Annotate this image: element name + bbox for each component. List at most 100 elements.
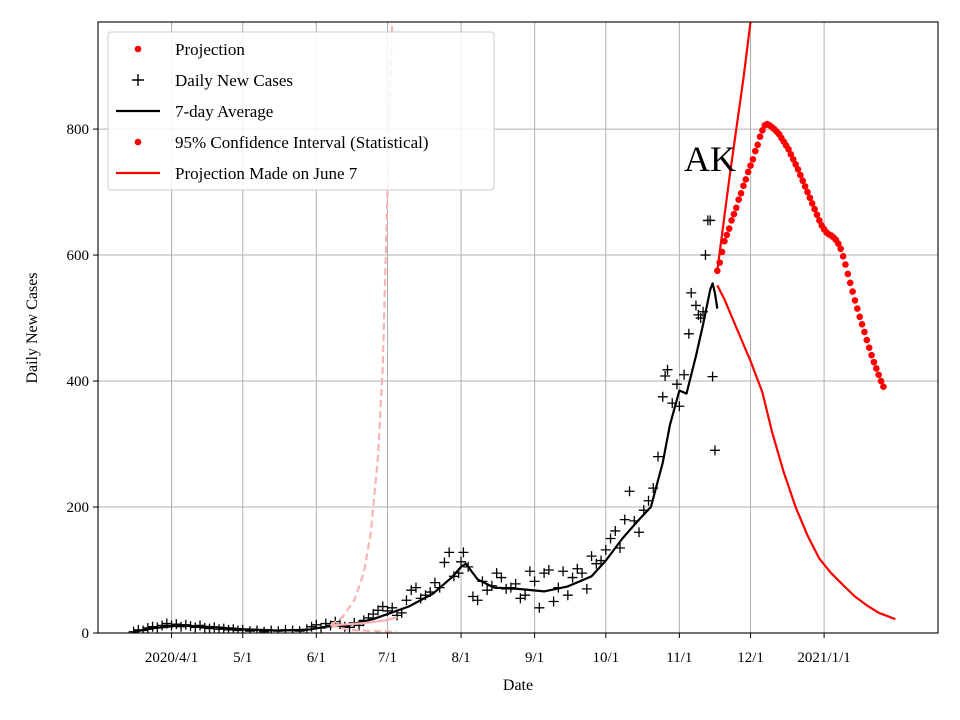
x-tick-label-1: 5/1	[233, 650, 252, 666]
x-tick-label-7: 11/1	[666, 650, 692, 666]
y-tick-label-2: 400	[67, 374, 90, 390]
projection-point-53	[839, 253, 847, 260]
projection-point-64	[865, 344, 873, 351]
x-tick-label-4: 8/1	[451, 650, 470, 666]
daily-case-point-116	[686, 287, 697, 298]
daily-case-point-54	[406, 585, 417, 596]
projection-point-42	[813, 211, 821, 219]
series-line-7-day-average-1	[133, 282, 719, 633]
daily-case-point-65	[456, 556, 467, 567]
projection-point-51	[835, 240, 842, 248]
legend-marker-1	[132, 74, 144, 86]
projection-point-54	[842, 261, 849, 268]
projection-point-41	[811, 205, 818, 213]
projection-point-15	[749, 156, 757, 163]
y-tick-label-3: 600	[67, 248, 90, 264]
plot-frame	[97, 21, 939, 634]
daily-case-point-110	[662, 364, 673, 375]
daily-case-point-123	[705, 215, 716, 226]
daily-case-point-114	[679, 369, 690, 380]
x-tick-label-6: 10/1	[592, 650, 619, 666]
legend-label-4: Projection Made on June 7	[175, 164, 358, 183]
projection-point-16	[751, 147, 759, 155]
daily-case-point-125	[709, 445, 720, 456]
daily-case-point-108	[657, 391, 668, 402]
daily-case-point-66	[458, 547, 469, 558]
daily-case-point-51	[391, 610, 402, 621]
daily-case-point-50	[387, 602, 398, 613]
daily-case-point-59	[429, 577, 440, 588]
daily-case-point-101	[624, 486, 635, 497]
projection-point-37	[801, 183, 809, 190]
projection-point-12	[742, 176, 750, 183]
projection-point-11	[740, 182, 747, 190]
daily-case-point-87	[558, 566, 569, 577]
projection-point-14	[747, 162, 754, 169]
daily-case-point-74	[496, 572, 507, 583]
projection-point-5	[725, 225, 733, 232]
projection-point-67	[873, 365, 880, 372]
series-projection-band-7	[330, 616, 398, 627]
legend-label-1: Daily New Cases	[175, 71, 293, 90]
projection-point-17	[754, 141, 761, 149]
legend-box	[107, 31, 495, 191]
daily-case-point-92	[581, 583, 592, 594]
daily-case-point-82	[534, 602, 545, 613]
series-line-projection-band-6	[330, 624, 398, 633]
x-axis: 2020/4/1 5/1 6/1 7/1 8/1 9/1 10/1 11/1 12/1 2021/…	[145, 633, 851, 666]
legend-marker-0	[134, 45, 142, 53]
projection-point-70	[880, 383, 887, 391]
projection-point-30	[785, 145, 792, 153]
projection-point-38	[804, 188, 811, 196]
daily-case-point-71	[482, 585, 493, 596]
projection-point-52	[837, 245, 845, 253]
daily-case-point-16	[204, 623, 215, 633]
projection-point-10	[737, 190, 745, 197]
legend-marker-3	[134, 138, 142, 146]
projection-point-58	[851, 297, 859, 304]
series-line-projection-band-7	[330, 616, 398, 627]
series-layer	[128, 22, 896, 633]
chart-annotation: AK	[684, 139, 736, 179]
projection-point-13	[744, 168, 752, 176]
daily-case-point-85	[548, 596, 559, 607]
daily-case-point-100	[619, 514, 630, 525]
daily-case-point-91	[577, 568, 588, 579]
projection-point-34	[794, 166, 802, 173]
daily-case-point-98	[610, 525, 621, 536]
daily-case-point-112	[671, 379, 682, 390]
x-tick-label-2: 6/1	[307, 650, 326, 666]
daily-case-point-88	[562, 590, 573, 601]
x-tick-label-3: 7/1	[378, 650, 397, 666]
daily-case-point-103	[634, 527, 645, 538]
series-line-projection-made-on-june-7-4	[716, 284, 896, 621]
daily-case-point-77	[510, 578, 521, 589]
projection-point-60	[856, 313, 863, 321]
projection-point-4	[723, 231, 731, 239]
series-7-day-average-1	[133, 282, 719, 633]
daily-case-point-115	[683, 328, 694, 339]
daily-case-point-84	[543, 565, 554, 576]
projection-point-68	[875, 371, 882, 379]
series-projection-made-on-june-7-4	[716, 284, 896, 621]
projection-point-3	[721, 237, 728, 245]
projection-point-6	[728, 217, 735, 224]
projection-point-9	[735, 196, 742, 203]
daily-case-point-61	[439, 557, 450, 568]
projection-point-31	[787, 150, 795, 158]
x-tick-label-9: 2021/1/1	[797, 650, 850, 666]
daily-case-point-80	[524, 566, 535, 577]
series-projection-band-6	[330, 624, 398, 633]
y-tick-label-0: 0	[82, 626, 90, 642]
projection-point-65	[868, 351, 875, 359]
series-95-confidence-interval-statistical-3	[716, 22, 752, 271]
daily-case-point-89	[567, 572, 578, 583]
projection-point-55	[844, 270, 852, 278]
daily-case-point-97	[605, 533, 616, 544]
daily-case-point-121	[700, 250, 711, 261]
y-axis: 0 200 400 600 800	[67, 122, 98, 642]
projection-point-32	[789, 156, 797, 163]
projection-point-33	[792, 161, 799, 168]
legend-label-2: 7-day Average	[175, 102, 273, 121]
